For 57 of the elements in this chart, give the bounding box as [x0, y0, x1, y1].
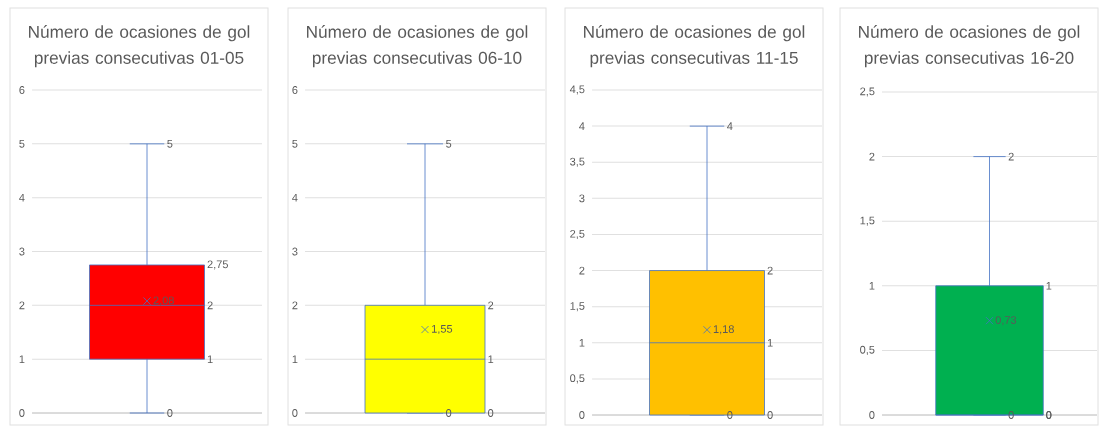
y-tick-label: 0,5 [570, 374, 585, 384]
annotation: 1 [207, 355, 213, 363]
annotation: 0 [727, 411, 733, 419]
y-tick-label: 1,5 [570, 302, 585, 312]
annotation: 1,18 [713, 325, 734, 335]
annotation: 1 [1046, 282, 1052, 290]
y-tick-label: 2 [579, 266, 585, 275]
annotation: 0 [1008, 411, 1014, 419]
y-tick-label: 0 [579, 411, 585, 419]
y-tick-label: 4 [579, 122, 585, 130]
annotation: 2 [207, 301, 213, 310]
y-tick-label: 0,5 [860, 345, 875, 355]
y-tick-label: 0 [19, 409, 25, 417]
annotation: 0 [1046, 411, 1052, 419]
annotation: 5 [167, 140, 173, 148]
y-tick-label: 5 [19, 140, 25, 148]
annotation: 1 [488, 355, 494, 363]
y-tick-label: 2 [292, 301, 298, 310]
y-tick-label: 2,5 [860, 87, 875, 97]
y-tick-label: 3,5 [570, 157, 585, 167]
y-tick-label: 4 [19, 193, 25, 202]
y-tick-label: 3 [19, 247, 25, 256]
y-tick-label: 3 [292, 247, 298, 256]
annotation: 4 [727, 122, 733, 130]
y-tick-label: 1 [869, 282, 875, 290]
annotation: 2 [488, 301, 494, 310]
annotation: 2,08 [153, 296, 174, 306]
annotation: 1,55 [432, 325, 453, 335]
annotation: 5 [446, 140, 452, 148]
y-tick-label: 0 [292, 409, 298, 417]
annotation: 2 [1008, 152, 1014, 161]
chart-title: Número de ocasiones de gol previas consecutivas 01-05 [29, 25, 250, 68]
annotation: 0 [167, 409, 173, 417]
annotation: 2,75 [207, 260, 228, 270]
annotation: 0,73 [995, 316, 1017, 326]
y-tick-label: 1 [579, 339, 585, 347]
y-tick-label: 6 [292, 86, 298, 94]
annotation: 2 [767, 266, 773, 275]
annotation: 0 [446, 409, 452, 417]
annotation: 1 [767, 339, 773, 347]
annotation: 0 [488, 409, 494, 417]
y-tick-label: 1 [19, 355, 25, 363]
y-tick-label: 2 [19, 301, 25, 310]
y-tick-label: 6 [19, 86, 25, 94]
y-tick-label: 1 [292, 355, 298, 363]
y-tick-label: 1,5 [860, 216, 875, 226]
y-tick-label: 2 [869, 152, 875, 161]
y-tick-label: 5 [292, 140, 298, 148]
chart-title: Número de ocasiones de gol previas consecutivas 16-20 [859, 25, 1080, 68]
y-tick-label: 4 [292, 193, 298, 202]
chart-title: Número de ocasiones de gol previas consecutivas 06-10 [307, 25, 528, 68]
y-tick-label: 3 [579, 194, 585, 203]
y-tick-label: 2,5 [570, 229, 585, 239]
chart-title: Número de ocasiones de gol previas consecutivas 11-15 [584, 25, 805, 68]
annotation: 0 [767, 411, 773, 419]
y-tick-label: 0 [869, 411, 875, 419]
y-tick-label: 4,5 [569, 85, 585, 95]
